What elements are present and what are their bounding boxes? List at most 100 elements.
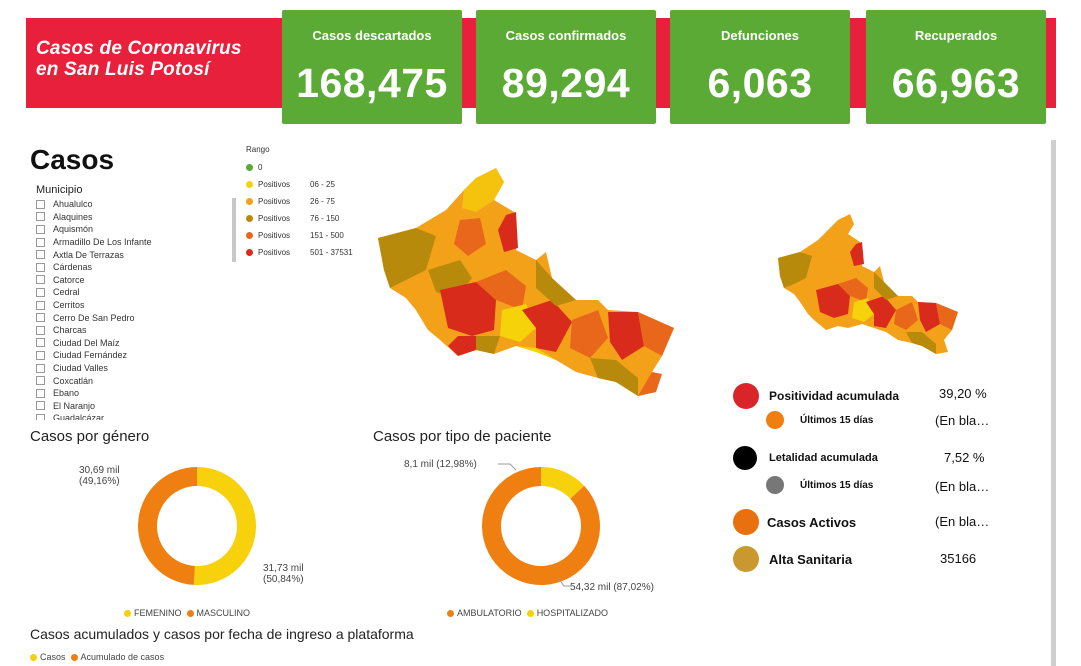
checkbox[interactable] [36,199,45,209]
checkbox[interactable] [36,262,45,272]
chart-title-acumulados: Casos acumulados y casos por fecha de in… [30,626,414,642]
stat-value: 168,475 [296,60,448,106]
checkbox[interactable] [36,250,45,260]
checkbox[interactable] [36,338,45,348]
positividad-dot [733,383,759,409]
municipio-option[interactable]: Cerro De San Pedro [36,311,206,324]
municipio-option[interactable]: Alaquines [36,211,206,224]
municipio-option[interactable]: Axtla De Terrazas [36,248,206,261]
page-scrollbar[interactable] [1051,140,1056,666]
label-femenino: 31,73 mil (50,84%) [263,563,304,585]
municipio-option[interactable]: Cerritos [36,299,206,312]
municipio-list-scrollbar[interactable] [232,198,236,262]
municipio-label: Alaquines [53,211,93,222]
municipio-label: Ahualulco [53,199,93,210]
stat-confirmados: Casos confirmados 89,294 [476,10,656,124]
checkbox[interactable] [36,363,45,373]
checkbox[interactable] [36,212,45,222]
chart-title-genero: Casos por género [30,428,150,445]
stat-label: Defunciones [720,28,799,43]
state-map-main[interactable] [376,160,681,400]
checkbox[interactable] [36,376,45,386]
legend-dot [246,198,253,205]
checkbox[interactable] [36,388,45,398]
legend-range: 26 - 75 [310,197,335,206]
letalidad-15-dot [766,476,784,494]
stat-recuperados: Recuperados 66,963 [866,10,1046,124]
municipio-option[interactable]: Ebano [36,387,206,400]
checkbox[interactable] [36,413,45,420]
municipio-option[interactable]: Ciudad Valles [36,362,206,375]
legend-item: Positivos 06 - 25 [246,176,353,193]
legend-title: Rango [246,145,270,154]
legend-item: Positivos 76 - 150 [246,210,353,227]
stat-value: 89,294 [501,60,631,106]
leader-line-hosp [498,463,517,471]
chart-title-paciente: Casos por tipo de paciente [373,428,552,445]
municipio-filter-list: Ahualulco Alaquines Aquismón Armadillo De L… [36,198,206,420]
municipio-label: Cerro De San Pedro [53,312,135,323]
municipio-option[interactable]: Catorce [36,274,206,287]
positividad-value: 39,20 % [939,386,987,401]
stat-value: 6,063 [707,60,813,106]
legend-acumulados: Casos Acumulado de casos [30,652,164,662]
checkbox[interactable] [36,275,45,285]
municipio-option[interactable]: Ciudad Del Maíz [36,337,206,350]
municipio-option[interactable]: Ciudad Fernández [36,349,206,362]
alta-sanitaria-dot [733,546,759,572]
donut-genero[interactable] [126,465,268,587]
indicator-positividad: Positividad acumulada [733,383,899,409]
legend-paciente: AMBULATORIO HOSPITALIZADO [447,608,608,618]
state-map-mini[interactable] [776,210,962,356]
municipio-label: Ciudad Del Maíz [53,337,120,348]
legend-range: 76 - 150 [310,214,340,223]
donut-paciente[interactable] [470,465,612,587]
municipio-filter-title: Municipio [36,184,83,196]
municipio-label: Charcas [53,325,87,336]
donut-slice-ambulatorio[interactable] [470,465,612,587]
donut-slice-hospitalizado[interactable] [532,465,585,507]
map-legend: Rango 0 Positivos 06 - 25 Positivos 26 - 75 P… [246,145,353,261]
letalidad-dot [733,446,757,470]
legend-ambulatorio-dot [447,609,454,617]
checkbox[interactable] [36,350,45,360]
dashboard-title: Casos de Coronavirus en San Luis Potosí [36,38,242,80]
municipio-label: Coxcatlán [53,375,94,386]
municipio-label: Cárdenas [53,262,93,273]
municipio-option[interactable]: El Naranjo [36,400,206,413]
legend-casos-dot [30,653,37,661]
municipio-option[interactable]: Cárdenas [36,261,206,274]
municipio-option[interactable]: Aquismón [36,223,206,236]
letalidad-15-value: (En bla… [935,479,990,494]
municipio-option[interactable]: Ahualulco [36,198,206,211]
municipio-option[interactable]: Guadalcázar [36,412,206,420]
label-ambulatorio: 54,32 mil (87,02%) [570,582,654,593]
stat-descartados: Casos descartados 168,475 [282,10,462,124]
municipio-option[interactable]: Charcas [36,324,206,337]
indicator-letalidad: Letalidad acumulada [733,446,878,470]
municipio-option[interactable]: Armadillo De Los Infante [36,236,206,249]
legend-dot [246,164,253,171]
checkbox[interactable] [36,401,45,411]
municipio-label: Catorce [53,274,85,285]
legend-dot [246,215,253,222]
stat-label: Recuperados [914,28,998,43]
checkbox[interactable] [36,224,45,234]
municipio-label: Aquismón [53,224,94,235]
checkbox[interactable] [36,237,45,247]
legend-item: 0 [246,159,353,176]
legend-item: Positivos 26 - 75 [246,193,353,210]
municipio-option[interactable]: Cedral [36,286,206,299]
checkbox[interactable] [36,325,45,335]
municipio-option[interactable]: Coxcatlán [36,374,206,387]
label-hospitalizado: 8,1 mil (12,98%) [404,459,477,470]
positividad-15-dot [766,411,784,429]
donut-slice-femenino[interactable] [193,467,257,585]
legend-item: Positivos 151 - 500 [246,227,353,244]
leader-line-amb [558,577,572,587]
checkbox[interactable] [36,287,45,297]
stat-defunciones: Defunciones 6,063 [670,10,850,124]
donut-slice-masculino[interactable] [138,467,197,585]
checkbox[interactable] [36,300,45,310]
checkbox[interactable] [36,313,45,323]
